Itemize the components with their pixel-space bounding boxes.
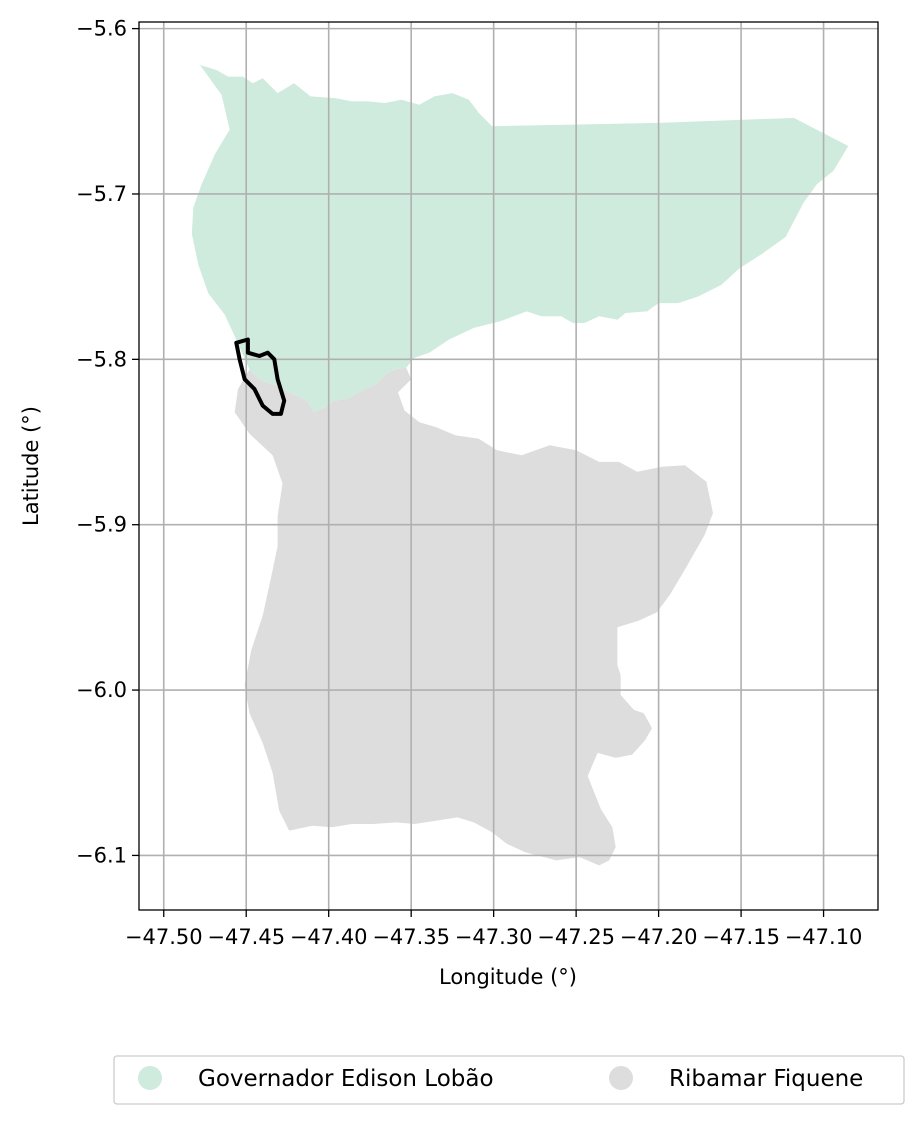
region-governador-edison-lobao (191, 65, 849, 413)
legend-marker-governador-edison-lobao (138, 1066, 162, 1090)
y-tick-label: −5.9 (76, 513, 127, 537)
region-ribamar-fiquene (234, 367, 713, 866)
axes-frame (138, 21, 879, 911)
x-axis-ticks: −47.50 −47.45 −47.40 −47.35 −47.30 −47.25 −47.… (125, 910, 863, 949)
y-tick-label: −5.8 (76, 347, 127, 371)
y-axis-ticks: −5.6 −5.7 −5.8 −5.9 −6.0 −6.1 (76, 17, 139, 867)
plot-area (191, 65, 849, 866)
y-tick-label: −5.7 (76, 182, 127, 206)
x-tick-label: −47.10 (785, 925, 863, 949)
x-tick-label: −47.15 (702, 925, 780, 949)
grid-lines (139, 22, 878, 910)
x-tick-label: −47.30 (455, 925, 533, 949)
legend-label-governador-edison-lobao: Governador Edison Lobão (198, 1066, 494, 1092)
legend-frame (113, 1055, 905, 1105)
x-axis-label: Longitude (°) (439, 965, 577, 989)
legend-label-ribamar-fiquene: Ribamar Fiquene (669, 1066, 863, 1092)
x-tick-label: −47.20 (620, 925, 698, 949)
x-tick-label: −47.35 (372, 925, 450, 949)
y-tick-label: −5.6 (76, 17, 127, 41)
y-tick-label: −6.0 (76, 678, 127, 702)
highlighted-boundary (234, 337, 287, 416)
legend-marker-ribamar-fiquene (609, 1066, 633, 1090)
x-tick-label: −47.25 (537, 925, 615, 949)
y-tick-label: −6.1 (76, 843, 127, 867)
x-tick-label: −47.40 (290, 925, 368, 949)
x-tick-label: −47.50 (125, 925, 203, 949)
y-axis-label: Latitude (°) (19, 406, 43, 526)
x-tick-label: −47.45 (207, 925, 285, 949)
legend: Governador Edison Lobão Ribamar Fiquene (113, 1055, 905, 1105)
